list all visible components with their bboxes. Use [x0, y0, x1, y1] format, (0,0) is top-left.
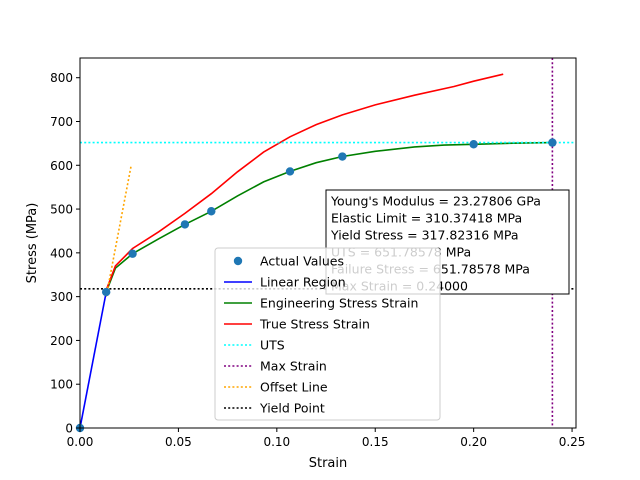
legend-marker: [233, 256, 243, 266]
data-point: [101, 287, 111, 297]
data-point: [207, 207, 216, 216]
legend-label: Actual Values: [260, 254, 344, 269]
axes-frame: [79, 57, 577, 429]
legend-label: Linear Region: [260, 275, 346, 290]
x-tick-label: 0.10: [263, 435, 290, 449]
legend-label: Yield Point: [259, 401, 325, 416]
y-tick-label: 500: [50, 203, 73, 217]
data-point: [338, 152, 347, 161]
data-point: [128, 249, 137, 258]
legend-frame: [214, 247, 441, 421]
y-tick-label: 200: [50, 334, 73, 348]
y-tick-label: 100: [50, 378, 73, 392]
legend-label: Engineering Stress Strain: [260, 296, 418, 311]
y-tick-label: 600: [50, 159, 73, 173]
data-point: [469, 140, 478, 149]
y-tick-label: 300: [50, 290, 73, 304]
y-tick-label: 700: [50, 115, 73, 129]
legend: Actual Values Linear Region Engineering St…: [214, 247, 441, 421]
annotation-line: Elastic Limit = 310.37418 MPa: [331, 211, 522, 226]
y-axis-label: Stress (MPa): [25, 203, 40, 284]
x-tick-label: 0.25: [559, 435, 586, 449]
y-tick-label: 0: [65, 422, 73, 436]
x-tick-label: 0.15: [362, 435, 389, 449]
x-tick-label: 0.20: [460, 435, 487, 449]
plot-area: [75, 58, 576, 433]
legend-label: UTS: [260, 338, 285, 353]
x-axis-label: Strain: [309, 456, 348, 471]
annotation-line: Young's Modulus = 23.27806 GPa: [330, 194, 541, 209]
annotation-line: Yield Stress = 317.82316 MPa: [330, 228, 519, 243]
x-tick-label: 0.00: [67, 435, 94, 449]
series-offset-line-line: [105, 165, 132, 297]
axis-ticks: 0.00 0.05 0.10 0.15 0.20 0.25 0 100 200 300 400 500…: [50, 71, 585, 449]
legend-label: True Stress Strain: [259, 317, 370, 332]
y-tick-label: 800: [50, 71, 73, 85]
legend-label: Offset Line: [260, 380, 328, 395]
data-point: [285, 167, 295, 176]
series-linear-region-line: [80, 291, 107, 428]
data-point: [180, 220, 190, 229]
data-point: [548, 138, 557, 147]
x-tick-label: 0.05: [165, 435, 192, 449]
y-tick-label: 400: [50, 246, 73, 260]
series-true-stress-strain-line: [105, 73, 504, 291]
legend-label: Max Strain: [260, 359, 327, 374]
